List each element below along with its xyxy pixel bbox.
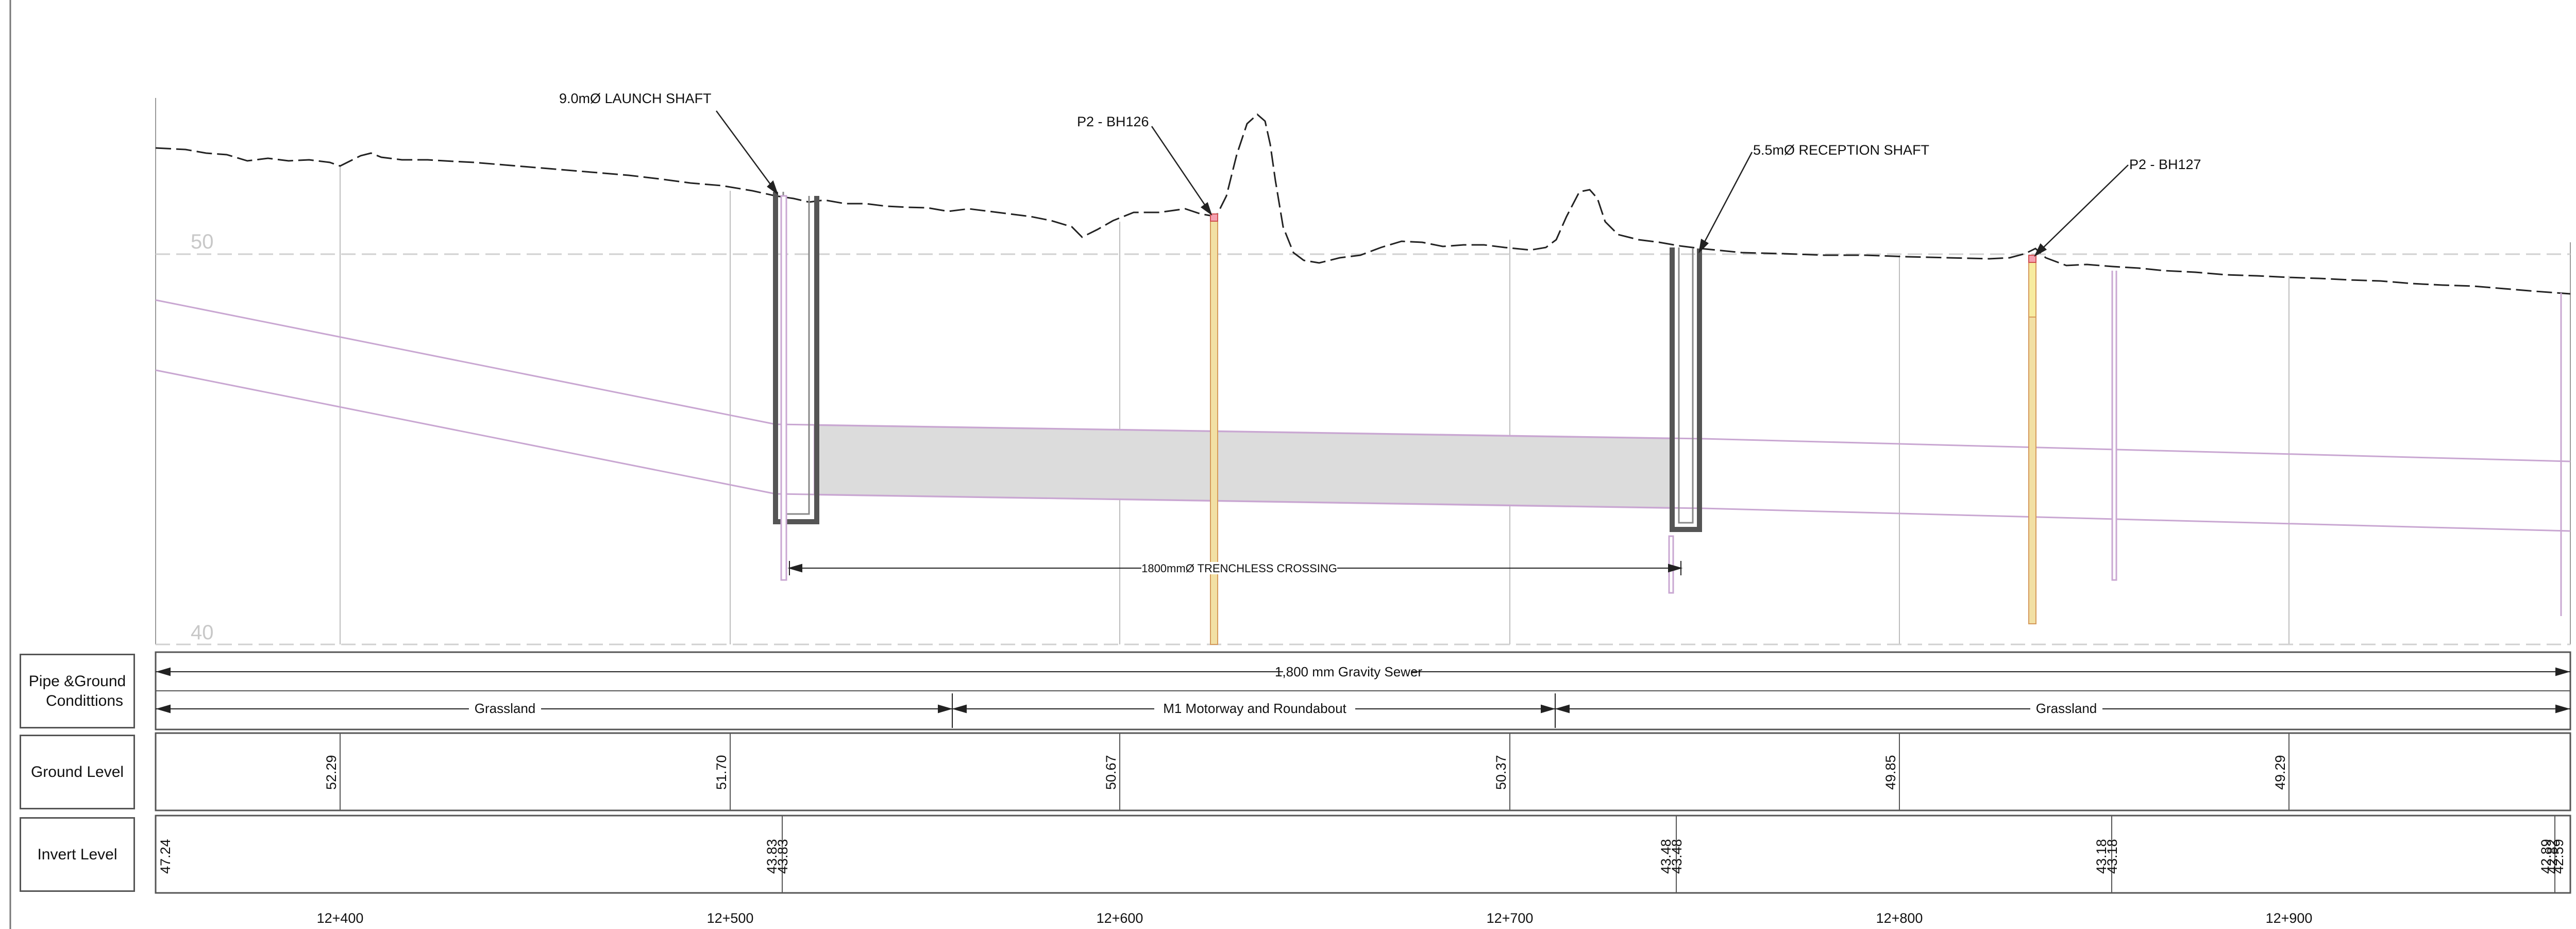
bh127-leader <box>2035 164 2129 256</box>
bh126-leader <box>1151 126 1212 214</box>
invert-level-value: 43.83 <box>775 839 790 874</box>
invert-level-value: 43.48 <box>1658 839 1674 874</box>
reception-shaft-leader <box>1698 152 1753 252</box>
row-label-invert-level: Invert Level <box>20 817 135 892</box>
stub-pipe-marker <box>2111 271 2117 581</box>
chainage-label: 12+700 <box>1487 910 1534 926</box>
invert-level-value: 42.82 <box>2545 839 2560 874</box>
invert-level-value: 42.89 <box>2538 839 2554 874</box>
condition-grassland-1: Grassland <box>475 701 536 716</box>
condition-motorway: M1 Motorway and Roundabout <box>1163 701 1346 716</box>
row-label-pipe-ground-line2: Condittions <box>45 692 124 709</box>
launch-shaft <box>773 192 819 581</box>
level-label-50: 50 <box>191 230 214 253</box>
chainage-label: 12+800 <box>1876 910 1923 926</box>
bh126-label: P2 - BH126 <box>1077 114 1149 129</box>
reception-shaft-label: 5.5mØ RECEPTION SHAFT <box>1753 142 1929 158</box>
ground-level-value: 52.29 <box>324 755 339 790</box>
reception-shaft-arrowhead <box>1698 239 1709 254</box>
pipe-invert-line <box>155 369 2571 532</box>
row-label-pipe-ground-line1: Pipe &Ground <box>28 673 126 690</box>
invert-level-value: 47.24 <box>158 839 173 874</box>
ground-level-row <box>155 732 2571 811</box>
row-label-pipe-ground: Pipe &Ground Condittions <box>20 654 135 728</box>
ground-level-value: 50.37 <box>1493 755 1509 790</box>
ground-level-value: 49.85 <box>1883 755 1898 790</box>
invert-level-value: 43.18 <box>2104 839 2120 874</box>
launch-shaft-label: 9.0mØ LAUNCH SHAFT <box>559 91 712 106</box>
conditions-dimensions <box>156 693 2570 728</box>
ground-level-value: 50.67 <box>1103 755 1119 790</box>
invert-level-value: 42.59 <box>2551 839 2566 874</box>
invert-level-row <box>155 815 2571 894</box>
reception-shaft <box>1668 247 1702 594</box>
chainage-label: 12+500 <box>707 910 754 926</box>
ground-level-value: 51.70 <box>714 755 729 790</box>
ground-level-value: 49.29 <box>2272 755 2288 790</box>
existing-ground-line <box>155 113 2571 295</box>
invert-level-value: 43.18 <box>2094 839 2109 874</box>
borehole-bh127 <box>2028 255 2036 624</box>
chainage-label: 12+600 <box>1097 910 1143 926</box>
pipe-crown-line <box>155 299 2571 462</box>
chainage-label: 12+900 <box>2266 910 2313 926</box>
invert-level-value: 43.48 <box>1669 839 1685 874</box>
launch-shaft-arrowhead <box>767 180 779 195</box>
borehole-bh126 <box>1210 213 1218 645</box>
launch-shaft-leader <box>715 110 778 194</box>
bh127-label: P2 - BH127 <box>2129 157 2201 172</box>
pipe-description: 1,800 mm Gravity Sewer <box>1275 664 1422 679</box>
bh126-arrowhead <box>1200 202 1213 216</box>
level-label-40: 40 <box>191 621 214 644</box>
profile-frame <box>155 98 2571 644</box>
row-label-ground-level: Ground Level <box>20 735 135 809</box>
chainage-label: 12+400 <box>317 910 364 926</box>
bh127-arrowhead <box>2034 243 2047 257</box>
crossing-label: 1800mmØ TRENCHLESS CROSSING <box>1141 562 1337 575</box>
condition-grassland-2: Grassland <box>2036 701 2097 716</box>
invert-level-value: 43.83 <box>764 839 780 874</box>
